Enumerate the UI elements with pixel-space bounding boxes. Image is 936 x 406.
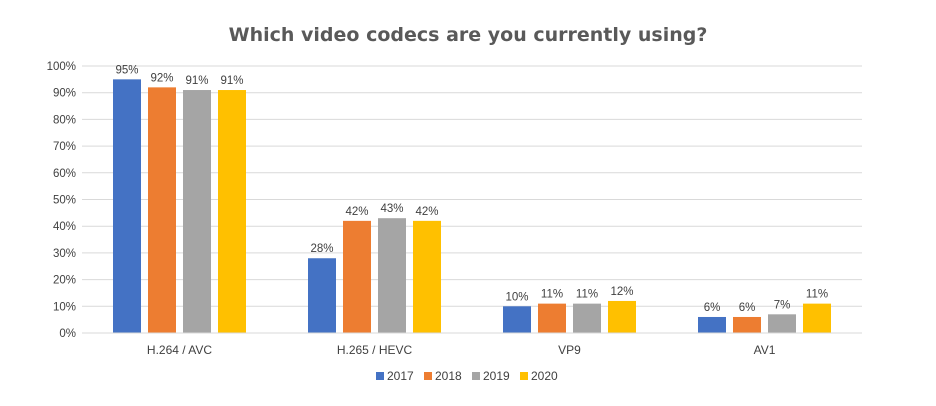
data-label: 6% [704,302,721,314]
y-tick-label: 80% [53,114,76,126]
y-tick-label: 100% [47,61,76,73]
data-label: 43% [380,203,403,215]
bar-2017 [503,306,531,333]
x-category-label: VP9 [558,343,581,357]
bar-2019 [183,90,211,333]
y-tick-label: 90% [53,88,76,100]
data-label: 11% [806,289,828,301]
legend-swatch-2019 [472,372,480,380]
data-label: 10% [505,291,528,303]
legend-swatch-2018 [424,372,432,380]
bar-2020 [413,220,441,333]
data-label: 11% [541,289,563,301]
data-label: 42% [345,206,368,218]
legend-swatch-2017 [376,372,384,380]
bar-2019 [378,218,406,333]
bar-2018 [733,316,761,333]
data-label: 92% [150,72,173,84]
legend-label: 2020 [531,369,558,383]
data-label: 11% [576,289,598,301]
x-category-label: H.264 / AVC [147,343,212,357]
bar-2020 [608,300,636,333]
bar-2018 [343,220,371,333]
y-tick-label: 10% [53,301,76,313]
legend-label: 2017 [387,369,414,383]
legend-swatch-2020 [520,372,528,380]
y-tick-label: 70% [53,141,76,153]
bar-2018 [148,87,176,333]
legend-label: 2018 [435,369,462,383]
chart-title: Which video codecs are you currently usi… [228,24,708,46]
bar-2018 [538,303,566,333]
y-tick-label: 30% [53,248,76,260]
data-label: 28% [310,243,333,255]
data-label: 91% [220,75,243,87]
bar-2017 [698,316,726,333]
x-category-label: H.265 / HEVC [337,343,413,357]
data-label: 6% [739,302,756,314]
y-tick-label: 40% [53,221,76,233]
bar-2019 [768,314,796,333]
bar-2017 [113,79,141,333]
legend-label: 2019 [483,369,510,383]
data-label: 7% [774,299,791,311]
bar-2017 [308,258,336,333]
bar-2020 [218,90,246,333]
bar-2020 [803,303,831,333]
y-tick-label: 50% [53,195,76,207]
data-label: 42% [415,206,438,218]
y-tick-label: 0% [59,328,76,340]
data-label: 91% [185,75,208,87]
data-label: 12% [610,286,633,298]
y-tick-label: 20% [53,275,76,287]
x-category-label: AV1 [754,343,776,357]
bar-2019 [573,303,601,333]
y-tick-label: 60% [53,168,76,180]
data-label: 95% [115,64,138,76]
